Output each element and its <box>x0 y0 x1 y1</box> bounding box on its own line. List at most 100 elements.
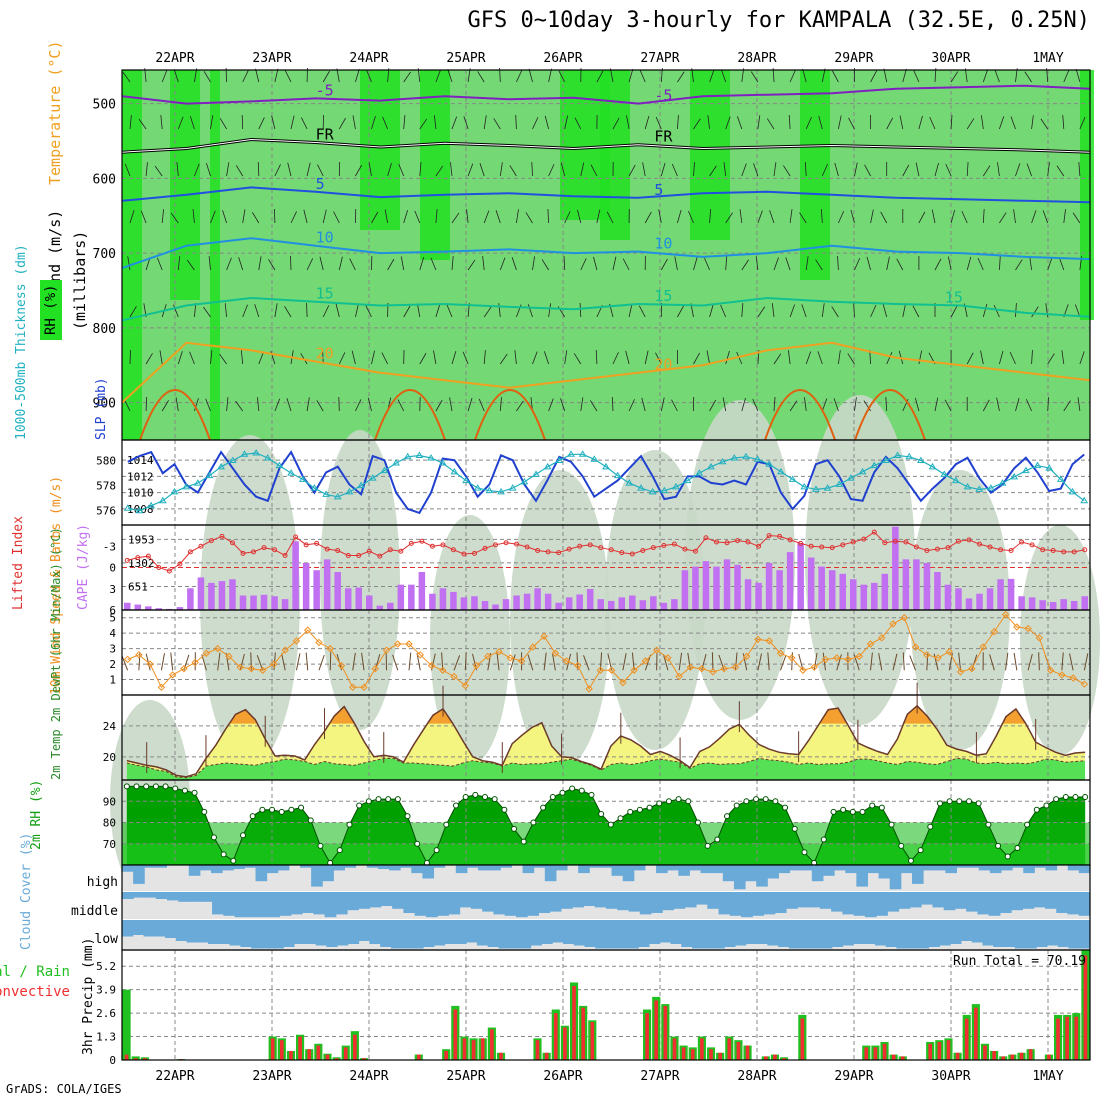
cloud-cover-bar <box>470 892 483 909</box>
cloud-cover-bar <box>673 892 686 909</box>
cloud-cover-bar <box>928 920 940 947</box>
surface-wind-barb <box>1069 653 1074 671</box>
surface-wind-barb <box>583 655 590 671</box>
wind-barb <box>677 305 684 318</box>
cloud-cover-bar <box>692 920 704 949</box>
wind-barb <box>693 256 698 271</box>
cloud-low-label: low <box>95 932 119 947</box>
cloud-cover-bar <box>583 892 596 906</box>
wind-barb <box>913 69 920 83</box>
wind-barb <box>821 68 826 83</box>
li-point <box>966 537 972 543</box>
rh2m-point <box>617 815 624 822</box>
thickness-point <box>217 462 226 470</box>
precip-convective-bar <box>444 1050 449 1060</box>
cloud-cover-bar <box>487 920 499 947</box>
wind-barb <box>435 303 441 318</box>
cloud-cover-bar <box>617 892 630 911</box>
wind-speed-point <box>202 649 211 657</box>
moist-air-column <box>360 70 400 230</box>
wind-barb <box>773 257 779 271</box>
wind-barb <box>145 162 148 177</box>
wind-speed-point <box>382 646 391 654</box>
cloud-cover-bar <box>1025 920 1037 949</box>
day-tick-label-bottom: 1MAY <box>1032 1069 1063 1084</box>
cloud-cover-bar <box>313 892 326 915</box>
cape-bar <box>218 581 226 610</box>
cloud-cover-bar <box>786 892 798 909</box>
wind-barb <box>574 117 582 130</box>
cloud-cover-bar <box>459 892 472 908</box>
wind-speed-point <box>1001 610 1010 619</box>
li-point <box>713 539 719 545</box>
cloud-cover-bar <box>678 865 690 876</box>
cape-bar <box>744 579 752 610</box>
wind-barb <box>644 211 652 224</box>
wind-barb <box>127 256 131 271</box>
surface-wind-barb <box>576 652 579 671</box>
wind-barb <box>352 115 356 130</box>
precip-convective-bar <box>563 1027 567 1060</box>
wind-speed-point <box>776 649 785 657</box>
rh2m-point <box>966 798 972 805</box>
rh2m-point <box>549 794 556 800</box>
cloud-cover-bar <box>515 892 528 918</box>
precip-convective-bar <box>928 1043 933 1060</box>
li-point <box>524 544 530 550</box>
li-point <box>577 543 583 549</box>
wind-barb <box>335 303 340 318</box>
cloud-cover-bar <box>437 892 449 916</box>
wind-barb <box>642 162 646 177</box>
wind-speed-point <box>821 655 830 664</box>
wind-speed-point <box>844 655 852 664</box>
cloud-cover-bar <box>811 865 824 882</box>
rh2m-point <box>375 796 382 803</box>
wind-speed-point <box>866 640 875 648</box>
wind-barb <box>290 115 295 130</box>
cloud-cover-bar <box>670 920 682 944</box>
li-point <box>819 544 825 550</box>
cloud-cover-bar <box>390 920 403 949</box>
wind-barb <box>219 118 227 130</box>
rh2m-point <box>917 847 924 854</box>
cape-bar <box>513 595 520 610</box>
rh2m-band <box>122 843 1090 865</box>
wind-barb <box>720 304 727 318</box>
wind-barb <box>242 304 248 318</box>
wind-barb <box>419 162 422 177</box>
thickness-point <box>438 459 447 466</box>
wind-barb <box>175 397 179 412</box>
wind-barb <box>516 209 519 224</box>
li-point <box>303 542 309 548</box>
wind-barb <box>274 303 278 318</box>
wind-barb <box>677 71 685 83</box>
rh2m-point <box>820 836 827 843</box>
wind-barb <box>628 399 635 412</box>
wind-barb <box>831 306 839 318</box>
li-point <box>1061 549 1067 555</box>
wind-barb <box>284 70 292 83</box>
li-point <box>671 541 677 547</box>
cape-bar <box>618 597 626 610</box>
surface-wind-barb <box>1061 652 1064 671</box>
run-total-label: Run Total = 70.19 <box>953 954 1086 969</box>
wind-barb <box>382 116 388 130</box>
precip-convective-bar <box>727 1038 732 1060</box>
wind-barb <box>655 116 662 130</box>
precip-convective-bar <box>946 1040 951 1060</box>
cloud-cover-bar <box>322 865 334 882</box>
wind-barb <box>478 398 485 412</box>
precip-convective-bar <box>353 1034 357 1060</box>
wind-barb <box>854 397 857 412</box>
wind-barb <box>338 352 346 365</box>
thickness-point <box>823 484 832 491</box>
surface-wind-barb <box>711 652 714 671</box>
li-point <box>955 538 961 544</box>
wind-barb <box>355 68 360 83</box>
thickness-point <box>1033 461 1042 469</box>
thickness-point <box>403 452 412 460</box>
cape-bar <box>650 596 657 610</box>
li-point <box>429 543 435 549</box>
cloud-cover-bar <box>867 865 880 874</box>
rh2m-point <box>181 787 188 794</box>
